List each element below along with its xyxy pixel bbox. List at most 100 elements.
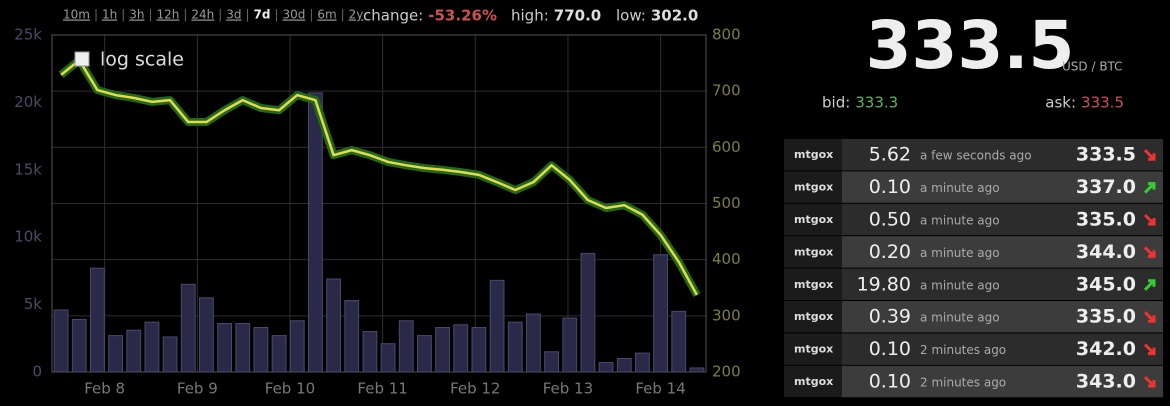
separator: | [274, 8, 278, 22]
trade-time: 2 minutes ago [920, 376, 1006, 390]
range-link[interactable]: 30d [282, 8, 305, 22]
trade-time: a minute ago [920, 181, 1000, 195]
row-label-bg [784, 333, 842, 365]
separator: | [148, 8, 152, 22]
log-scale-checkbox[interactable] [74, 51, 90, 67]
amount: 0.50 [869, 209, 911, 231]
amount: 0.20 [869, 241, 911, 263]
y-tick-label: 25k [14, 26, 42, 44]
amount: 5.62 [869, 144, 911, 166]
trade-time: a minute ago [920, 311, 1000, 325]
high-value: 770.0 [554, 7, 601, 25]
exchange: mtgox [794, 181, 833, 194]
range-link[interactable]: 10m [63, 8, 90, 22]
y2-tick-label: 700 [712, 82, 741, 100]
range-link[interactable]: 1h [102, 8, 117, 22]
amount: 19.80 [857, 273, 911, 295]
amount: 0.10 [869, 338, 911, 360]
volume-bar [253, 327, 269, 373]
row-label-bg [784, 171, 842, 203]
log-scale-label[interactable]: log scale [100, 49, 184, 71]
volume-bar [435, 327, 450, 373]
change-label: change: [363, 7, 423, 25]
trade-price: 335.0 [1076, 209, 1136, 231]
x-tick-label: Feb 11 [357, 380, 407, 398]
volume-bar [362, 331, 378, 373]
trend-arrow [1143, 279, 1156, 291]
trade-price: 343.0 [1076, 371, 1136, 393]
volume-bar [598, 362, 614, 373]
exchange: mtgox [794, 343, 833, 356]
bid-label: bid: [822, 94, 850, 112]
price-line [60, 59, 699, 296]
trend-arrow [1143, 311, 1156, 323]
row-bg [842, 268, 1163, 300]
row-bg [842, 301, 1163, 333]
trend-arrow [1143, 343, 1156, 356]
x-tick-label: Feb 8 [84, 380, 125, 398]
trend-arrow [1143, 182, 1156, 194]
separator: | [245, 8, 249, 22]
range-link[interactable]: 3h [129, 8, 144, 22]
volume-bar [289, 320, 305, 373]
amount: 0.10 [869, 371, 911, 393]
separator: | [218, 8, 222, 22]
volume-bar [635, 352, 650, 373]
last-price: 333.5 [866, 7, 1075, 84]
trade-time: a minute ago [920, 278, 1000, 292]
trend-arrow [1143, 213, 1156, 226]
y-tick-label: 5k [24, 295, 43, 313]
exchange: mtgox [794, 278, 833, 291]
volume-bar [417, 335, 432, 373]
amount: 0.10 [869, 176, 911, 198]
row-bg [842, 236, 1163, 268]
volume-bar [471, 327, 487, 373]
separator: | [183, 8, 187, 22]
x-tick-label: Feb 14 [635, 380, 685, 398]
y-tick-label: 20k [14, 93, 42, 111]
trade-time: a minute ago [920, 214, 1000, 228]
volume-bar [689, 367, 705, 373]
range-link[interactable]: 24h [191, 8, 214, 22]
exchange: mtgox [794, 213, 833, 226]
volume-bar [380, 343, 396, 373]
x-tick-label: Feb 12 [450, 380, 500, 398]
exchange: mtgox [794, 148, 833, 161]
volume-bar [544, 351, 559, 373]
range-link[interactable]: 3d [226, 8, 241, 22]
y2-tick-label: 200 [712, 363, 741, 381]
range-link[interactable]: 7d [253, 8, 270, 22]
volume-bar [271, 335, 287, 373]
row-bg [842, 365, 1163, 398]
row-label-bg [784, 139, 842, 171]
change-value: -53.26% [428, 7, 497, 25]
y2-tick-label: 800 [712, 26, 741, 44]
range-link[interactable]: 12h [156, 8, 179, 22]
range-link[interactable]: 2y [349, 8, 364, 22]
row-label-bg [784, 301, 842, 333]
exchange: mtgox [794, 245, 833, 258]
range-link[interactable]: 6m [317, 8, 336, 22]
volume-bar [162, 336, 178, 373]
trend-arrow [1143, 246, 1156, 258]
volume-bar [507, 321, 523, 373]
separator: | [341, 8, 345, 22]
trend-arrow [1143, 375, 1156, 388]
row-label-bg [784, 236, 842, 268]
y-tick-label: 15k [14, 160, 42, 178]
row-label-bg [784, 203, 842, 236]
volume-bar [144, 321, 160, 373]
row-bg [842, 171, 1163, 203]
volume-bar [180, 283, 196, 373]
ask-label: ask: [1045, 94, 1076, 112]
volume-bar [217, 322, 232, 373]
row-label-bg [784, 365, 842, 398]
plot-border [51, 34, 707, 373]
bid-value: 333.3 [855, 94, 898, 112]
y2-tick-label: 300 [712, 306, 741, 324]
trade-price: 344.0 [1076, 241, 1136, 263]
volume-bar [326, 278, 341, 373]
row-bg [842, 139, 1163, 171]
volume-bar [562, 317, 578, 373]
